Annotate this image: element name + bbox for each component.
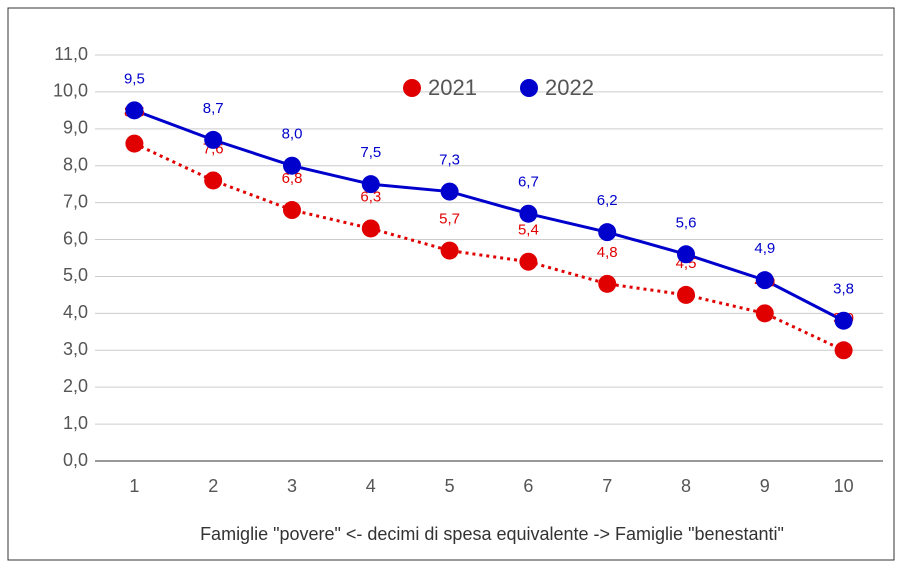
frame <box>7 7 895 561</box>
data-label: 5,6 <box>676 214 697 231</box>
data-label: 3,8 <box>833 281 854 298</box>
y-tick-label: 6,0 <box>63 228 88 248</box>
y-tick-label: 1,0 <box>63 413 88 433</box>
point <box>834 311 853 330</box>
data-label: 6,7 <box>518 174 539 191</box>
point <box>755 304 774 323</box>
point <box>361 175 380 194</box>
x-axis-label: Famiglie "povere" <- decimi di spesa equ… <box>200 524 784 544</box>
point <box>125 134 144 153</box>
point <box>598 274 617 293</box>
y-tick-label: 4,0 <box>63 302 88 322</box>
point <box>834 341 853 360</box>
x-tick-label: 8 <box>681 476 691 496</box>
data-label: 8,7 <box>203 100 224 117</box>
data-label: 6,2 <box>597 192 618 209</box>
data-label: 7,3 <box>439 152 460 169</box>
x-tick-label: 1 <box>129 476 139 496</box>
point <box>677 245 695 264</box>
data-label: 4,8 <box>597 244 618 261</box>
data-label: 9,5 <box>124 70 145 87</box>
point <box>361 219 380 238</box>
point <box>283 201 301 220</box>
point <box>519 204 538 223</box>
x-tick-label: 3 <box>287 476 297 496</box>
legend-label: 2022 <box>545 75 594 100</box>
y-tick-label: 0,0 <box>63 450 88 470</box>
y-tick-label: 8,0 <box>63 154 88 174</box>
point <box>598 223 617 242</box>
data-label: 6,3 <box>360 188 381 205</box>
point <box>519 252 538 271</box>
x-tick-label: 4 <box>366 476 376 496</box>
point <box>677 285 695 304</box>
x-tick-label: 9 <box>760 476 770 496</box>
x-tick-label: 6 <box>523 476 533 496</box>
data-label: 7,5 <box>360 144 381 161</box>
data-label: 4,9 <box>754 240 775 257</box>
point <box>283 156 301 175</box>
x-tick-label: 5 <box>445 476 455 496</box>
series-line <box>133 142 845 352</box>
y-tick-label: 2,0 <box>63 376 88 396</box>
y-tick-label: 5,0 <box>63 265 88 285</box>
x-tick-label: 7 <box>602 476 612 496</box>
point <box>755 271 774 290</box>
legend-label: 2021 <box>428 75 477 100</box>
point <box>204 171 223 190</box>
point <box>440 182 459 201</box>
x-tick-label: 10 <box>834 476 854 496</box>
legend-marker <box>520 79 538 97</box>
point <box>125 101 144 120</box>
legend-marker <box>403 79 421 97</box>
y-tick-label: 10,0 <box>53 81 88 101</box>
data-label: 5,4 <box>518 222 539 239</box>
data-label: 6,8 <box>282 170 303 187</box>
y-tick-label: 3,0 <box>63 339 88 359</box>
x-tick-label: 2 <box>208 476 218 496</box>
data-label: 5,7 <box>439 211 460 228</box>
point <box>204 130 223 149</box>
point <box>440 241 459 260</box>
series-line <box>133 108 845 323</box>
y-tick-label: 11,0 <box>54 44 88 64</box>
y-tick-label: 7,0 <box>63 191 88 211</box>
y-tick-label: 9,0 <box>63 118 88 138</box>
data-label: 8,0 <box>282 126 303 143</box>
